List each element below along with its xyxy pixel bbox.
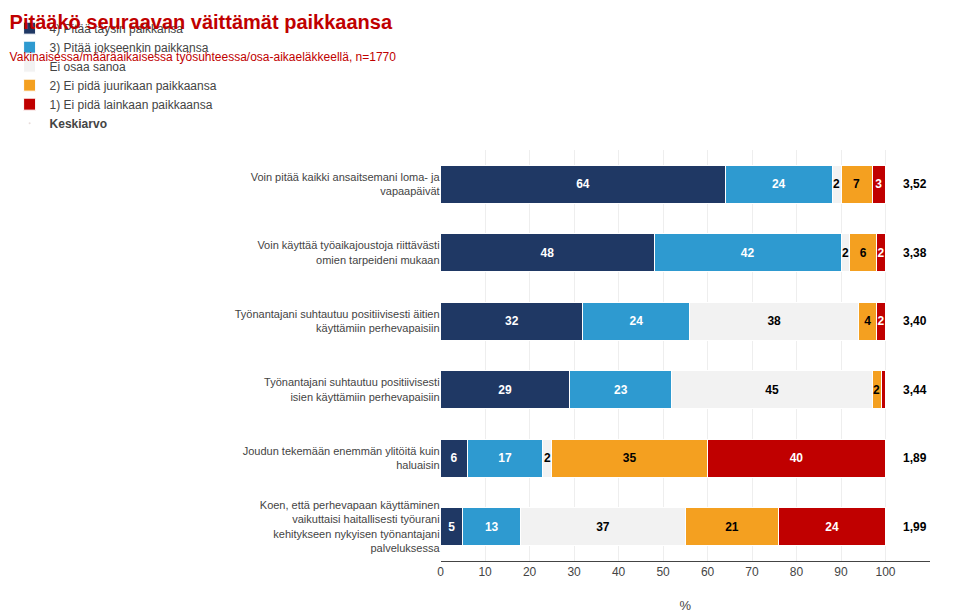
svg-text:Pitääkö seuraavan väittämät pa: Pitääkö seuraavan väittämät paikkaansa	[10, 11, 393, 33]
svg-text:Keskiarvo: Keskiarvo	[50, 117, 107, 131]
svg-text:7: 7	[853, 177, 860, 191]
svg-text:29: 29	[498, 383, 512, 397]
svg-text:80: 80	[790, 565, 804, 579]
svg-text:23: 23	[614, 383, 628, 397]
svg-text:4: 4	[864, 314, 871, 328]
svg-text:40: 40	[612, 565, 626, 579]
svg-text:Ei osaa sanoa: Ei osaa sanoa	[50, 60, 126, 74]
svg-text:24: 24	[825, 520, 839, 534]
svg-text:24: 24	[630, 314, 644, 328]
svg-text:%: %	[680, 598, 692, 613]
svg-text:3,40: 3,40	[903, 314, 927, 328]
svg-text:Työnantajani suhtautuu positii: Työnantajani suhtautuu positiivisesti äi…	[235, 308, 440, 334]
svg-text:6: 6	[860, 246, 867, 260]
svg-text:2: 2	[833, 177, 840, 191]
svg-text:42: 42	[741, 246, 755, 260]
svg-text:10: 10	[478, 565, 492, 579]
svg-text:6: 6	[450, 451, 457, 465]
svg-text:35: 35	[623, 451, 637, 465]
svg-text:24: 24	[772, 177, 786, 191]
svg-text:3) Pitää jokseenkin paikkansa: 3) Pitää jokseenkin paikkansa	[50, 41, 209, 55]
svg-text:2: 2	[878, 314, 885, 328]
svg-text:50: 50	[656, 565, 670, 579]
svg-text:37: 37	[596, 520, 610, 534]
svg-text:Vakinaisessa/määräaikaisessa t: Vakinaisessa/määräaikaisessa työsuhteess…	[10, 50, 397, 64]
svg-text:3,52: 3,52	[903, 177, 927, 191]
svg-text:Voin pitää kaikki ansaitsemani: Voin pitää kaikki ansaitsemani loma- jav…	[251, 171, 441, 197]
svg-text:1,99: 1,99	[903, 520, 927, 534]
svg-text:2: 2	[873, 383, 880, 397]
svg-text:Joudun tekemään enemmän ylitöi: Joudun tekemään enemmän ylitöitä kuinhal…	[243, 445, 440, 471]
svg-text:3,38: 3,38	[903, 246, 927, 260]
svg-text:32: 32	[505, 314, 519, 328]
svg-text:20: 20	[523, 565, 537, 579]
svg-text:2) Ei pidä juurikaan paikkaans: 2) Ei pidä juurikaan paikkaansa	[50, 79, 217, 93]
svg-text:2: 2	[842, 246, 849, 260]
svg-text:1) Ei pidä lainkaan paikkaansa: 1) Ei pidä lainkaan paikkaansa	[50, 98, 213, 112]
svg-text:38: 38	[767, 314, 781, 328]
svg-text:5: 5	[448, 520, 455, 534]
svg-text:1,89: 1,89	[903, 451, 927, 465]
svg-text:0: 0	[437, 565, 444, 579]
svg-text:40: 40	[790, 451, 804, 465]
svg-text:48: 48	[541, 246, 555, 260]
svg-text:17: 17	[498, 451, 512, 465]
svg-text:64: 64	[576, 177, 590, 191]
svg-text:2: 2	[544, 451, 551, 465]
svg-text:100: 100	[875, 565, 895, 579]
svg-text:3,44: 3,44	[903, 383, 927, 397]
svg-text:13: 13	[485, 520, 499, 534]
svg-text:2: 2	[878, 246, 885, 260]
svg-text:45: 45	[765, 383, 779, 397]
svg-text:30: 30	[567, 565, 581, 579]
svg-text:4) Pitää täysin paikkansa: 4) Pitää täysin paikkansa	[50, 22, 184, 36]
svg-text:70: 70	[745, 565, 759, 579]
svg-text:Koen, että perhevapaan käyttäm: Koen, että perhevapaan käyttäminenvaikut…	[260, 499, 441, 554]
svg-text:Voin käyttää työaikajoustoja r: Voin käyttää työaikajoustoja riittävästi…	[257, 239, 439, 265]
svg-text:60: 60	[701, 565, 715, 579]
svg-text:Työnantajani suhtautuu positii: Työnantajani suhtautuu positiivisestiisi…	[264, 376, 440, 402]
svg-text:90: 90	[834, 565, 848, 579]
svg-text:21: 21	[725, 520, 739, 534]
svg-text:3: 3	[875, 177, 882, 191]
